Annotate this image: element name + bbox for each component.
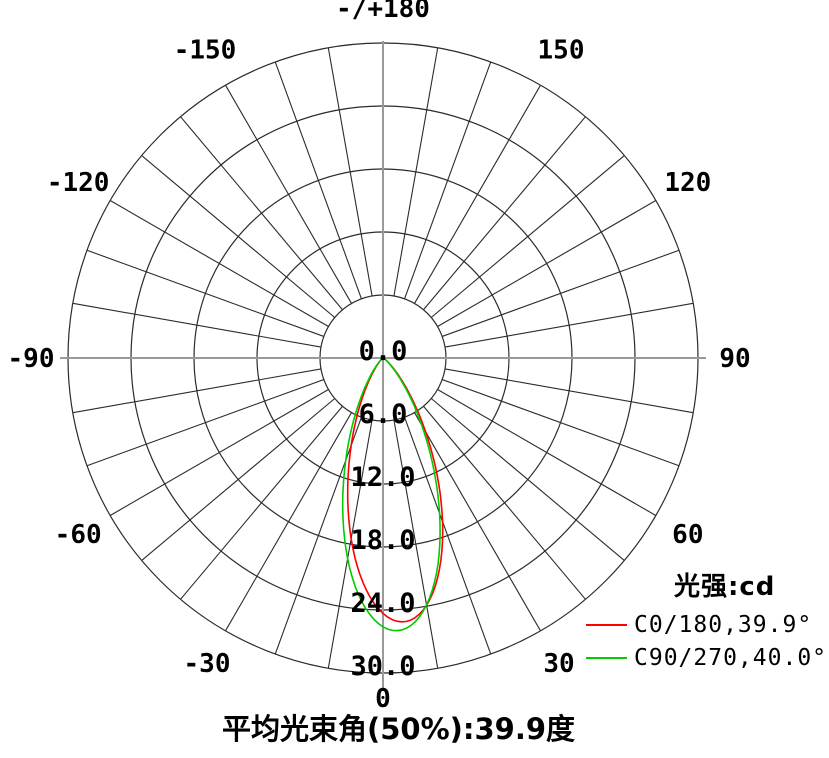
grid-spoke <box>430 398 625 561</box>
angle-label-150: 150 <box>538 36 585 66</box>
grid-spoke <box>86 249 324 337</box>
grid-spoke <box>327 47 373 297</box>
grid-spoke <box>414 84 541 304</box>
angle-label-180: -/+180 <box>336 0 430 24</box>
radial-label-24: 24.0 <box>350 588 415 619</box>
grid-spoke <box>444 368 694 414</box>
legend-swatch-c0-180 <box>586 624 627 626</box>
grid-spoke <box>423 405 586 600</box>
grid-spoke <box>141 155 336 318</box>
legend-title: 光强:cd <box>674 572 776 602</box>
grid-spoke <box>442 249 680 337</box>
radial-label-18: 18.0 <box>350 525 415 556</box>
grid-spoke <box>393 419 439 669</box>
grid-spoke <box>274 417 362 655</box>
grid-spoke <box>404 417 492 655</box>
angle-label--120: -120 <box>47 168 110 198</box>
grid-spoke <box>414 412 541 632</box>
grid-spoke <box>327 419 373 669</box>
legend: 光强:cd C0/180,39.9° C90/270,40.0° <box>580 566 829 671</box>
grid-spoke <box>437 389 657 516</box>
grid-spoke <box>109 200 329 327</box>
grid-spoke <box>72 302 322 348</box>
grid-spoke <box>437 200 657 327</box>
legend-label-c0-180: C0/180,39.9° <box>634 612 813 638</box>
angle-label--90: -90 <box>8 344 55 374</box>
radial-label-6: 6.0 <box>359 399 408 430</box>
radial-label-0: 0.0 <box>359 336 408 367</box>
grid-spoke <box>442 379 680 467</box>
grid-spoke <box>444 302 694 348</box>
grid-spoke <box>141 398 336 561</box>
beam-angle-caption: 平均光束角(50%):39.9度 <box>221 712 576 746</box>
grid-spoke <box>404 61 492 299</box>
angle-label--60: -60 <box>55 520 102 550</box>
angle-label-120: 120 <box>664 168 711 198</box>
radial-label-30: 30.0 <box>350 651 415 682</box>
angle-label--150: -150 <box>174 36 237 66</box>
legend-item-c90-270: C90/270,40.0° <box>586 645 827 671</box>
angle-label--30: -30 <box>184 649 231 679</box>
legend-item-c0-180: C0/180,39.9° <box>586 612 812 638</box>
grid-spoke <box>274 61 362 299</box>
legend-label-c90-270: C90/270,40.0° <box>634 645 828 671</box>
grid-spoke <box>109 389 329 516</box>
grid-spoke <box>423 116 586 311</box>
angle-label-0: 0 <box>375 684 391 714</box>
curve-c90-270 <box>341 357 441 632</box>
grid-spoke <box>180 405 343 600</box>
grid-spoke <box>430 155 625 318</box>
angle-label-60: 60 <box>672 520 703 550</box>
legend-swatch-c90-270 <box>586 657 627 659</box>
grid-spoke <box>86 379 324 467</box>
grid-spoke <box>72 368 322 414</box>
grid-spoke <box>225 412 352 632</box>
grid-spoke <box>225 84 352 304</box>
radial-label-12: 12.0 <box>350 462 415 493</box>
angle-label-90: 90 <box>719 344 750 374</box>
grid-spoke <box>393 47 439 297</box>
grid-spoke <box>180 116 343 311</box>
angle-label-30: 30 <box>543 649 574 679</box>
